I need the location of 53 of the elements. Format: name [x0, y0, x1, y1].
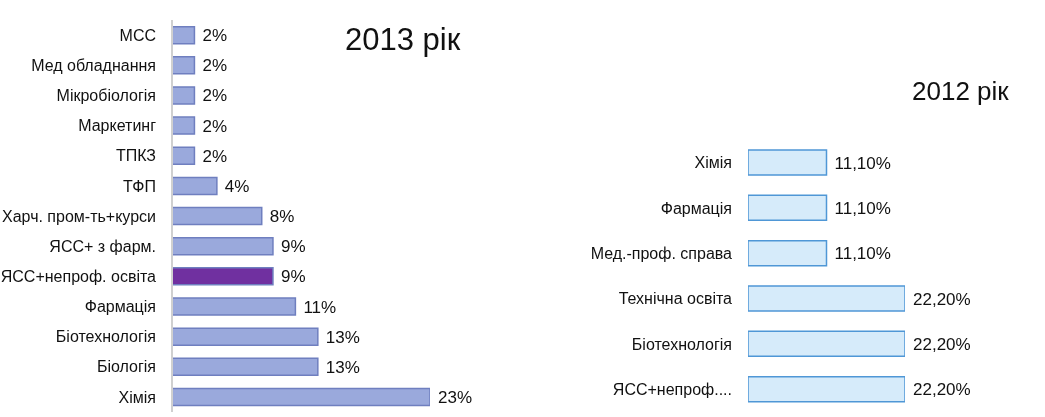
data-label: 11,10% [834, 198, 891, 218]
y-tick-label: ТПКЗ [115, 147, 156, 165]
y-tick-label: Харч. пром-ть+курси [2, 207, 156, 225]
data-label: 9% [280, 267, 306, 287]
bar [172, 146, 196, 165]
bar [172, 176, 218, 196]
data-label: 2% [202, 56, 228, 76]
y-tick-label: Хімія [694, 154, 732, 172]
y-tick-label: ТФП [123, 177, 156, 195]
data-label: 23% [438, 388, 473, 408]
y-tick-label: Біологія [96, 358, 156, 376]
bar [172, 267, 274, 286]
y-tick-label: Мед.-проф. справа [590, 245, 733, 263]
bar [172, 387, 430, 407]
data-label: 9% [280, 237, 306, 257]
data-label: 22,20% [913, 334, 971, 354]
data-label: 11,10% [834, 244, 891, 264]
data-label: 8% [269, 207, 295, 227]
y-tick-label: Біотехнологія [631, 335, 732, 353]
bar [172, 236, 274, 256]
bar [172, 357, 319, 377]
data-label: 2% [202, 26, 228, 46]
bar [172, 116, 196, 135]
chart-title: 2013 рік [345, 22, 461, 58]
y-tick-label: Хімія [118, 388, 156, 406]
y-tick-label: Фармація [660, 199, 732, 217]
data-label: 11% [303, 297, 337, 317]
data-label: 2% [202, 146, 228, 166]
data-label: 13% [325, 357, 360, 377]
data-label: 4% [224, 176, 250, 196]
bar [172, 297, 297, 316]
y-tick-label: Технічна освіта [618, 290, 733, 308]
y-tick-label: Маркетинг [78, 117, 157, 135]
y-tick-label: ЯСС+непроф. освіта [0, 267, 157, 285]
data-label: 11,10% [834, 153, 891, 173]
y-tick-label: Біотехнологія [55, 328, 156, 346]
y-tick-label: ЯСС+непроф.... [612, 381, 732, 399]
y-tick-label: Мікробіологія [56, 87, 156, 105]
data-label: 13% [325, 327, 360, 347]
data-label: 22,20% [913, 380, 971, 400]
y-tick-label: Мед обладнання [31, 56, 156, 74]
data-label: 22,20% [913, 289, 971, 309]
y-tick-label: ЯСС+ з фарм. [49, 237, 156, 255]
y-tick-label: Фармація [84, 298, 156, 316]
bar [172, 86, 196, 105]
y-tick-label: МСС [119, 26, 156, 44]
data-label: 2% [202, 86, 228, 106]
bar [172, 56, 196, 75]
bar [172, 25, 196, 45]
bar [172, 206, 263, 226]
text: 2012 рік [912, 76, 1009, 107]
bar [172, 327, 319, 346]
data-label: 2% [202, 116, 228, 136]
